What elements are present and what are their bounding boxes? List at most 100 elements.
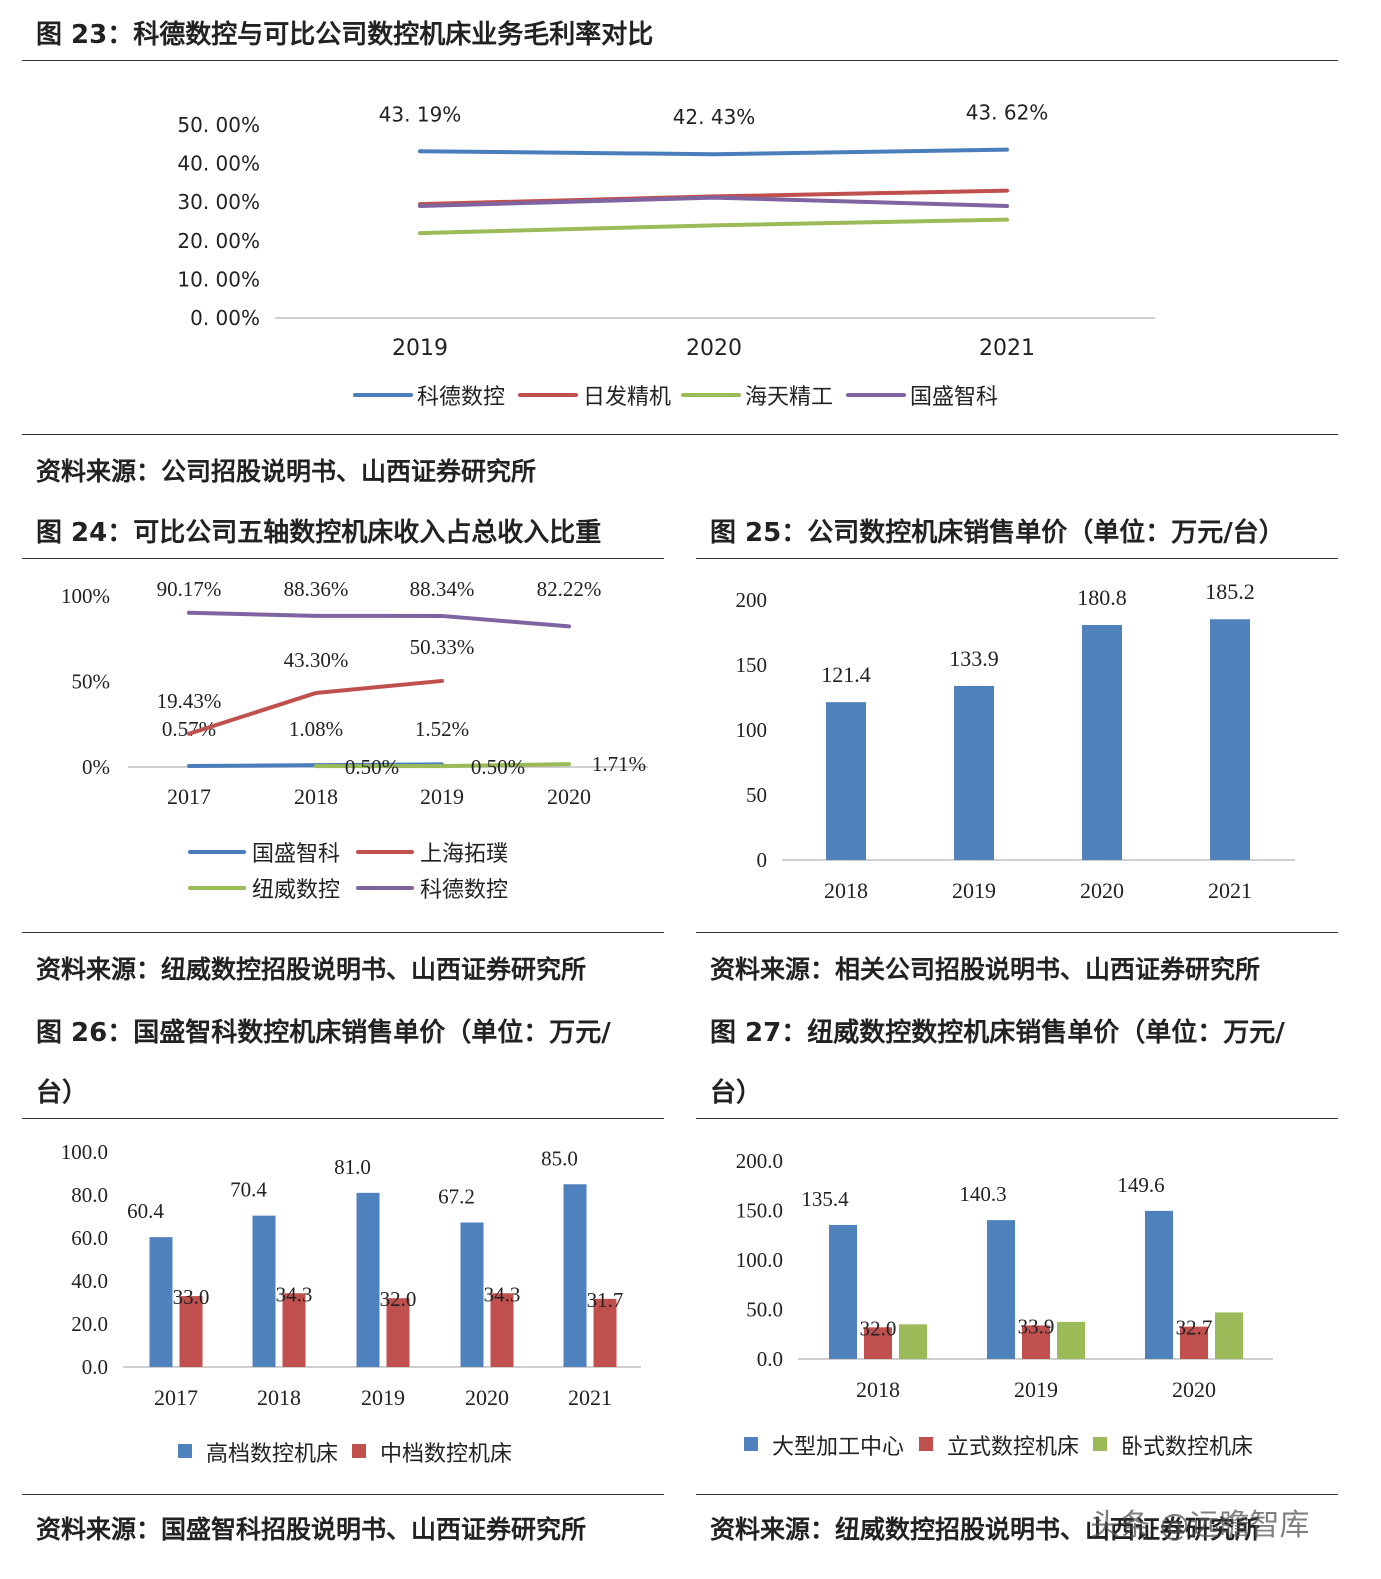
fig26-ytick: 100.0	[61, 1140, 108, 1164]
fig26-data-label: 60.4	[127, 1199, 164, 1223]
fig23-title: 图 23：科德数控与可比公司数控机床业务毛利率对比	[36, 20, 654, 50]
fig26-legend-label: 中档数控机床	[380, 1442, 512, 1467]
fig25-data-label: 180.8	[1077, 585, 1127, 610]
fig26-xtick: 2021	[568, 1385, 612, 1410]
fig23-data-label: 43. 62%	[966, 101, 1049, 125]
fig27-legend-swatch	[744, 1437, 758, 1451]
fig25-xtick: 2018	[824, 878, 868, 903]
fig26-title-line1: 图 26：国盛智科数控机床销售单价（单位：万元/	[36, 1018, 611, 1048]
fig27-title-line1: 图 27：纽威数控数控机床销售单价（单位：万元/	[710, 1018, 1285, 1048]
fig26-chart: 100.0 80.0 60.0 40.0 20.0 0.0 2017 2018 2019 2020…	[61, 1140, 641, 1467]
fig24-ytick: 0%	[82, 755, 110, 779]
fig26-data-label: 67.2	[438, 1185, 475, 1209]
fig23-source: 资料来源：公司招股说明书、山西证券研究所	[36, 457, 537, 486]
fig26-source: 资料来源：国盛智科招股说明书、山西证券研究所	[36, 1515, 587, 1544]
fig24-data-label: 43.30%	[284, 648, 349, 672]
fig25-bar	[1082, 624, 1122, 860]
fig26-legend-swatch	[352, 1444, 366, 1458]
fig25-ytick: 150	[736, 653, 768, 677]
fig25-ytick: 50	[746, 783, 767, 807]
fig23-legend-label: 日发精机	[583, 385, 671, 410]
fig27-data-label: 32.0	[860, 1316, 897, 1340]
fig24-series-line-2	[187, 678, 444, 736]
fig24-data-label: 1.08%	[289, 717, 343, 741]
fig23-series-line-3	[418, 217, 1009, 236]
fig23-xtick: 2021	[979, 336, 1035, 361]
fig24-xtick: 2019	[420, 784, 464, 809]
fig25-ytick: 100	[736, 718, 768, 742]
fig23-ytick: 10. 00%	[177, 267, 260, 291]
fig26-legend-swatch	[178, 1444, 192, 1458]
fig26-data-label: 33.0	[173, 1285, 210, 1309]
fig24-data-label: 0.50%	[345, 755, 399, 779]
fig26-bar	[252, 1215, 276, 1367]
fig26-bar	[490, 1293, 514, 1367]
fig26-ytick: 80.0	[71, 1183, 108, 1207]
fig25-top-rule	[696, 558, 1338, 559]
fig24-source: 资料来源：纽威数控招股说明书、山西证券研究所	[36, 955, 587, 984]
fig26-data-label: 85.0	[541, 1146, 578, 1170]
fig23-data-label: 43. 19%	[379, 102, 462, 126]
fig24-series-line-4	[187, 610, 571, 629]
fig27-legend-swatch	[1093, 1437, 1107, 1451]
fig23-bottom-rule	[22, 434, 1338, 435]
fig23-data-label: 42. 43%	[673, 105, 756, 129]
fig27-bottom-rule	[696, 1494, 1338, 1495]
fig26-ytick: 0.0	[82, 1355, 108, 1379]
fig25-bar	[826, 702, 866, 860]
fig27-bar	[864, 1327, 892, 1359]
fig26-data-label: 32.0	[380, 1287, 417, 1311]
fig27-legend-label: 大型加工中心	[772, 1435, 904, 1460]
fig24-legend-label: 纽威数控	[252, 878, 340, 903]
fig27-ytick: 100.0	[736, 1248, 783, 1272]
fig25-xtick: 2021	[1208, 878, 1252, 903]
fig26-data-label: 34.3	[276, 1282, 313, 1306]
fig23-ytick: 50. 00%	[177, 113, 260, 137]
fig24-ytick: 50%	[72, 670, 111, 694]
fig27-xtick: 2020	[1172, 1377, 1216, 1402]
fig26-ytick: 40.0	[71, 1269, 108, 1293]
fig27-ytick: 0.0	[757, 1347, 783, 1371]
fig26-bar	[386, 1298, 410, 1367]
fig27-xtick: 2018	[856, 1377, 900, 1402]
fig24-data-label: 50.33%	[410, 635, 475, 659]
fig24-series-line-3	[314, 762, 571, 769]
fig27-source: 资料来源：纽威数控招股说明书、山西证券研究所	[710, 1515, 1261, 1544]
fig26-bar	[563, 1184, 587, 1367]
fig26-data-label: 34.3	[484, 1282, 521, 1306]
fig25-chart: 200 150 100 50 0 2018 2019 2020 2021 121.4 133.9 18…	[736, 579, 1295, 903]
fig26-bar	[356, 1192, 380, 1367]
fig25-bar	[954, 685, 994, 860]
watermark: 头条 @远瞻智库	[1090, 1508, 1310, 1543]
fig27-legend-label: 立式数控机床	[947, 1435, 1079, 1460]
fig27-data-label: 140.3	[959, 1182, 1006, 1206]
fig27-bar	[829, 1224, 857, 1359]
fig23-chart: 50. 00% 40. 00% 30. 00% 20. 00% 10. 00% 0. 00…	[177, 101, 1155, 410]
fig24-xtick: 2020	[547, 784, 591, 809]
fig27-bar	[1215, 1312, 1243, 1359]
fig27-title-line2: 台）	[710, 1078, 763, 1108]
fig26-ytick: 20.0	[71, 1312, 108, 1336]
fig25-ytick: 200	[736, 588, 768, 612]
fig26-top-rule	[22, 1118, 664, 1119]
fig27-legend-label: 卧式数控机床	[1121, 1435, 1253, 1460]
fig23-legend-label: 科德数控	[417, 385, 505, 410]
fig27-bar	[1180, 1326, 1208, 1359]
fig26-bar	[593, 1298, 617, 1367]
fig24-data-label: 82.22%	[537, 577, 602, 601]
fig23-xtick: 2020	[686, 336, 742, 361]
fig23-ytick: 40. 00%	[177, 152, 260, 176]
fig27-data-label: 33.9	[1018, 1314, 1055, 1338]
fig27-xtick: 2019	[1014, 1377, 1058, 1402]
fig25-title: 图 25：公司数控机床销售单价（单位：万元/台）	[710, 518, 1285, 548]
fig24-data-label: 0.50%	[471, 755, 525, 779]
fig25-bar	[1210, 619, 1250, 860]
fig23-ytick: 30. 00%	[177, 190, 260, 214]
fig27-bar	[1022, 1325, 1050, 1359]
fig26-data-label: 31.7	[587, 1288, 624, 1312]
fig25-xtick: 2019	[952, 878, 996, 903]
fig24-data-label: 1.71%	[592, 752, 646, 776]
fig27-ytick: 200.0	[736, 1149, 783, 1173]
fig27-data-label: 32.7	[1176, 1316, 1213, 1340]
